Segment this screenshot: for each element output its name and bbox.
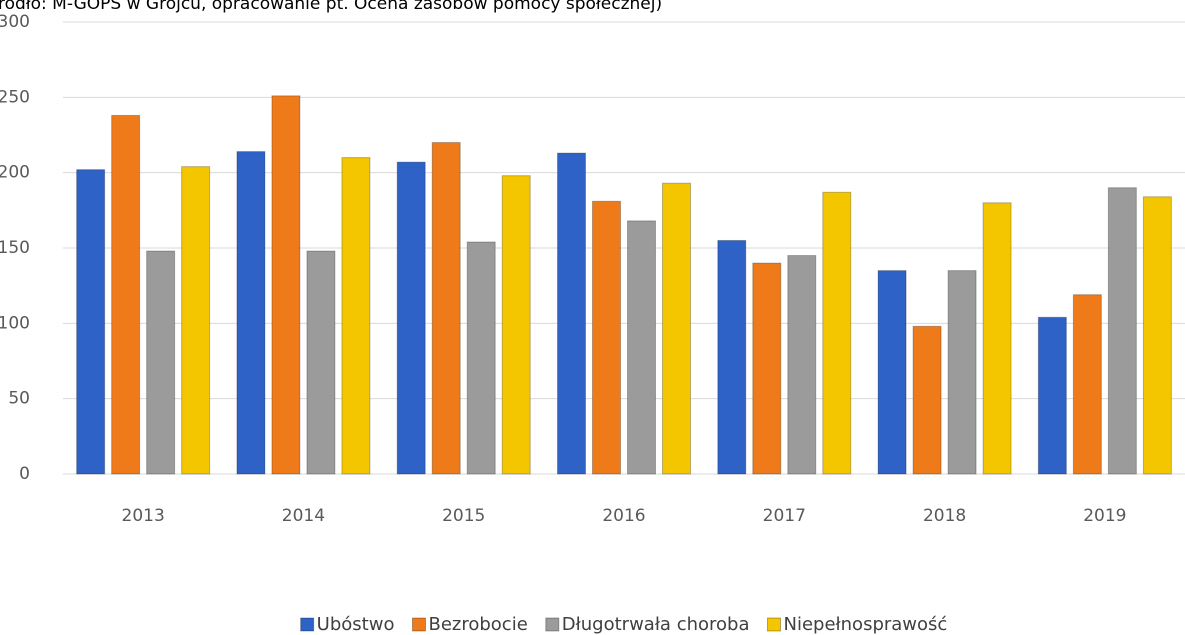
bar <box>1037 316 1067 475</box>
y-tick-label: 50 <box>8 389 30 409</box>
bar <box>431 142 461 475</box>
x-tick-label: 2013 <box>122 506 165 526</box>
bar <box>306 250 336 475</box>
bar <box>787 255 817 475</box>
x-tick-label: 2015 <box>442 506 485 526</box>
bar <box>717 239 747 475</box>
legend-label: Niepełnosprawość <box>783 614 947 635</box>
x-tick-label: 2016 <box>602 506 645 526</box>
y-tick-label: 250 <box>0 87 30 107</box>
y-tick-label: 0 <box>19 464 30 484</box>
y-tick-label: 300 <box>0 12 30 32</box>
y-tick-label: 200 <box>0 163 30 183</box>
bar <box>982 202 1012 475</box>
bar <box>236 151 266 475</box>
x-tick-label: 2014 <box>282 506 325 526</box>
bar <box>271 95 301 475</box>
bar <box>1107 187 1137 475</box>
bar <box>1142 196 1172 475</box>
bar <box>912 325 942 475</box>
bar <box>592 200 621 475</box>
legend-swatch <box>411 617 426 632</box>
legend-label: Ubóstwo <box>317 614 395 635</box>
bar <box>822 191 852 475</box>
bar <box>557 152 586 475</box>
bar <box>877 270 907 475</box>
bar <box>76 169 106 475</box>
bar <box>111 114 141 475</box>
bar <box>752 262 782 475</box>
bar <box>947 270 977 475</box>
bar <box>466 241 496 475</box>
legend-swatch <box>545 617 560 632</box>
legend-swatch <box>766 617 781 632</box>
legend-label: Bezrobocie <box>428 614 527 635</box>
legend-label: Długotrwała choroba <box>562 614 750 635</box>
chart-source: ródło: M-GOPS w Grójcu, opracowanie pt. … <box>0 0 662 14</box>
x-tick-label: 2018 <box>923 506 966 526</box>
bar <box>662 182 691 475</box>
bar <box>501 175 531 475</box>
y-tick-label: 150 <box>0 238 30 258</box>
legend: Ubóstwo Bezrobocie Długotrwała choroba Niep… <box>300 614 947 635</box>
bar <box>341 157 371 475</box>
bar <box>146 250 176 475</box>
bar <box>396 161 426 475</box>
bar <box>1072 294 1102 475</box>
y-tick-label: 100 <box>0 313 30 333</box>
bar <box>627 220 656 475</box>
legend-swatch <box>300 617 315 632</box>
x-tick-label: 2019 <box>1083 506 1126 526</box>
bar <box>181 166 211 475</box>
x-tick-label: 2017 <box>763 506 806 526</box>
